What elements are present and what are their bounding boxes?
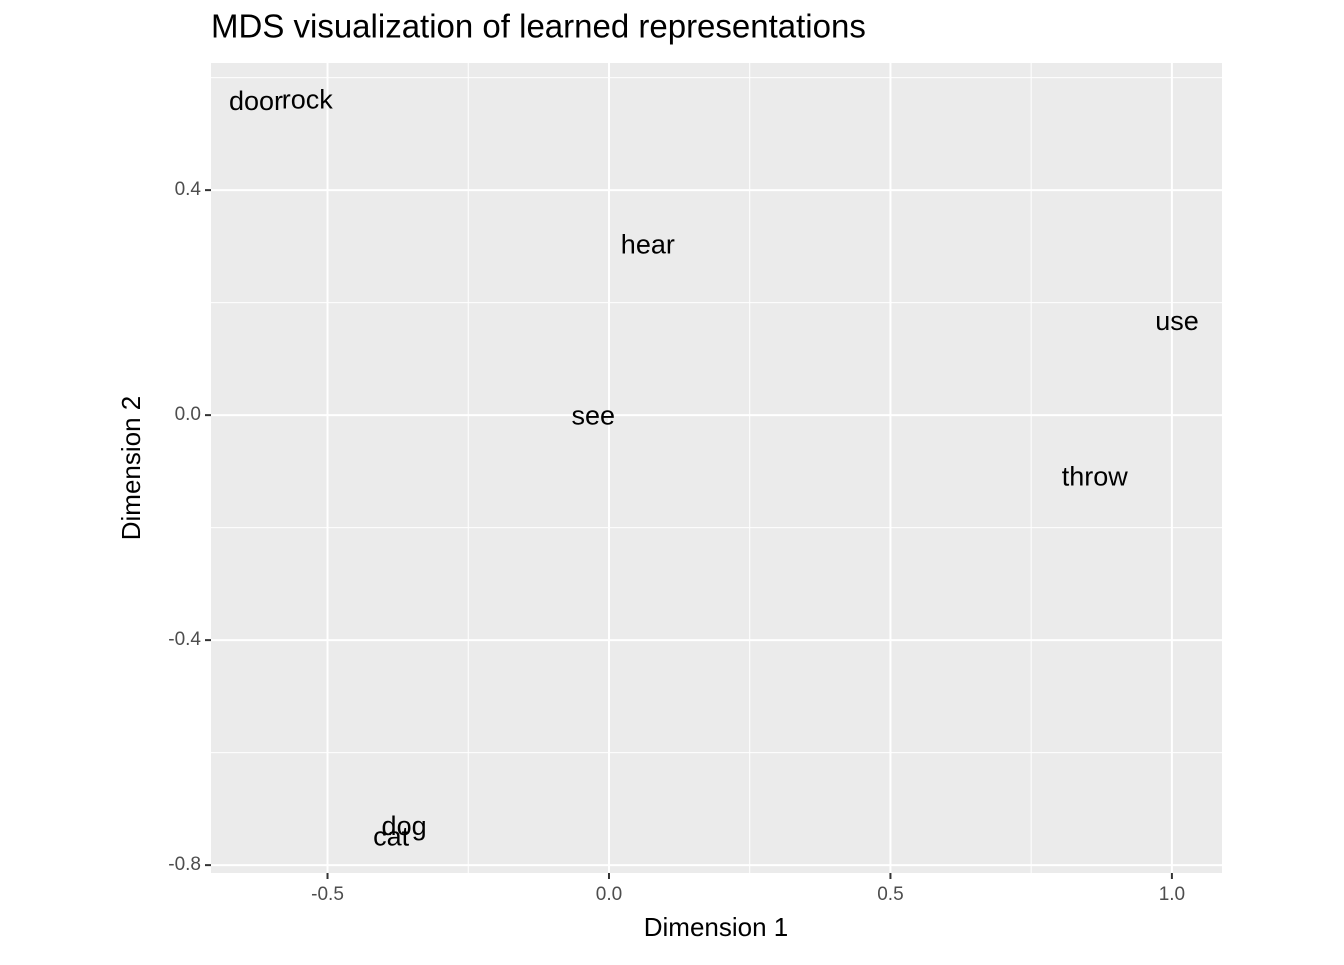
x-tick-label: 0.0 <box>596 884 622 905</box>
point-label: cat <box>373 821 410 851</box>
y-tick-label: -0.8 <box>168 854 201 875</box>
point-label: throw <box>1062 461 1129 491</box>
point-label: rock <box>282 84 334 114</box>
x-axis-label: Dimension 1 <box>644 912 789 942</box>
y-tick-label: -0.4 <box>168 629 201 650</box>
plot-panel <box>211 63 1222 873</box>
point-label: use <box>1155 306 1199 336</box>
x-tick-label: 0.5 <box>877 884 903 905</box>
point-label: see <box>571 401 615 431</box>
y-tick-label: 0.0 <box>175 404 201 425</box>
point-label: hear <box>621 230 675 260</box>
y-tick-label: 0.4 <box>175 179 202 200</box>
x-tick-label: 1.0 <box>1159 884 1185 905</box>
x-tick-label: -0.5 <box>311 884 344 905</box>
y-axis-label: Dimension 2 <box>116 396 146 541</box>
chart-title: MDS visualization of learned representat… <box>211 8 866 45</box>
point-label: door <box>229 86 283 116</box>
point-label: dog <box>382 811 427 841</box>
